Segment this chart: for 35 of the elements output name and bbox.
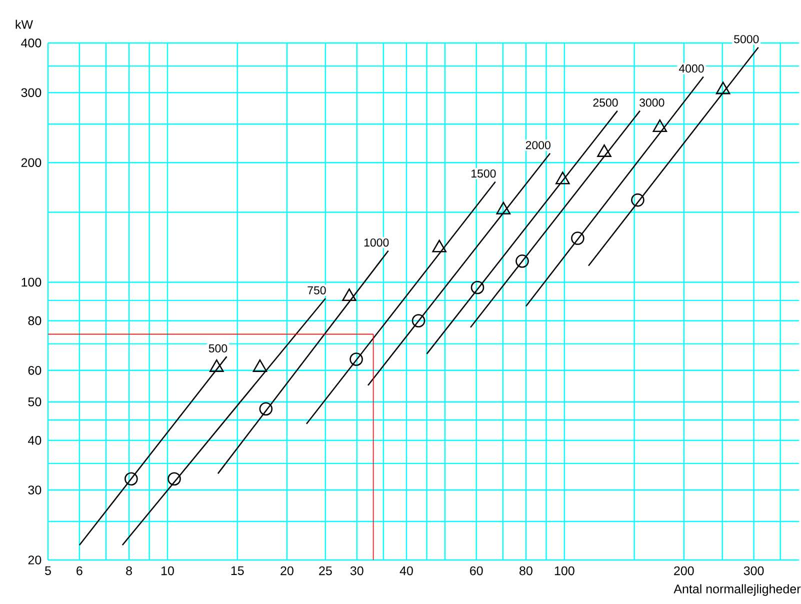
- series-label: 750: [308, 286, 326, 294]
- series-label: 500: [208, 344, 228, 352]
- y-tick-label: 30: [28, 486, 42, 494]
- series-label: 1000: [364, 238, 389, 247]
- series-label: 2500: [593, 98, 618, 107]
- series-label: 1500: [472, 169, 496, 178]
- y-tick-label: 20: [28, 556, 42, 564]
- x-tick-label: 25: [319, 566, 332, 576]
- y-tick-label: 50: [28, 397, 42, 406]
- x-tick-label: 80: [520, 566, 532, 576]
- y-tick-label: 100: [22, 278, 42, 287]
- y-tick-label: 40: [28, 436, 42, 445]
- x-tick-label: 6: [76, 566, 82, 576]
- x-tick-label: 10: [161, 566, 174, 576]
- x-tick-label: 8: [126, 566, 132, 576]
- x-tick-label: 100: [554, 566, 574, 576]
- x-tick-label: 200: [674, 566, 694, 576]
- series-label: 4000: [678, 64, 704, 73]
- x-tick-label: 5: [45, 566, 51, 576]
- y-tick-label: 300: [21, 88, 42, 98]
- y-tick-label: 200: [21, 158, 42, 168]
- y-tick-label: 400: [21, 38, 42, 48]
- x-axis-title: Antal normallejligheder: [674, 584, 801, 596]
- x-tick-label: 60: [470, 566, 483, 576]
- y-tick-label: 80: [28, 316, 42, 326]
- x-tick-label: 30: [350, 566, 364, 576]
- x-tick-label: 40: [400, 566, 413, 576]
- x-tick-label: 15: [231, 566, 244, 576]
- x-tick-label: 300: [744, 566, 764, 576]
- series-label: 2000: [526, 141, 550, 150]
- y-axis-title: kW: [16, 20, 33, 29]
- y-tick-label: 60: [28, 366, 42, 375]
- x-tick-label: 20: [280, 566, 294, 576]
- series-label: 5000: [734, 35, 759, 44]
- series-label: 3000: [640, 98, 664, 107]
